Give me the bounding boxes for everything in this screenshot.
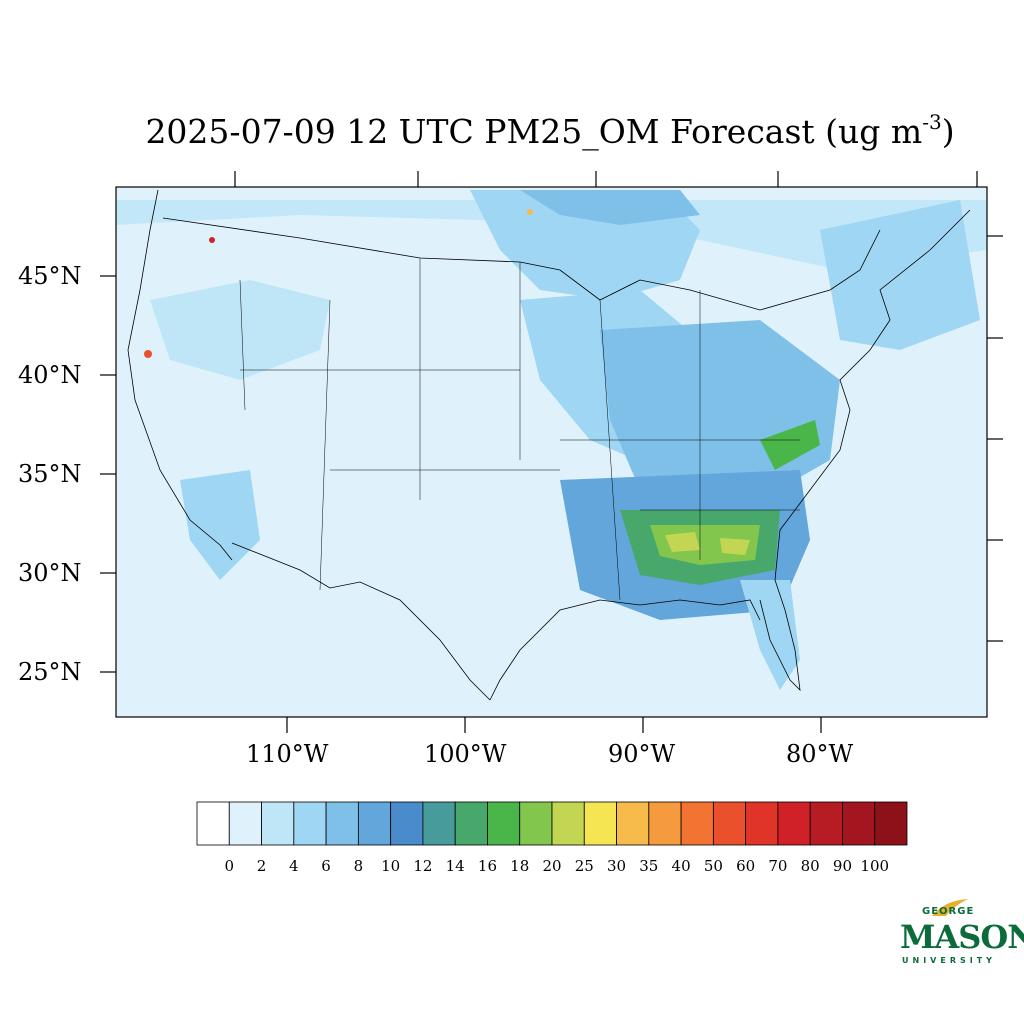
field-florida bbox=[740, 580, 800, 690]
gmu-logo: GEORGE MASON UNIVERSITY bbox=[896, 898, 1024, 970]
us-canada-border bbox=[162, 217, 881, 311]
legend-swatch bbox=[777, 801, 811, 846]
legend-swatch bbox=[519, 801, 553, 846]
legend-swatch bbox=[228, 801, 262, 846]
legend-tick-label: 16 bbox=[477, 857, 497, 875]
legend-tick-label: 80 bbox=[800, 857, 820, 875]
lon-label-90w: 90°W bbox=[608, 740, 676, 768]
logo-line-university: UNIVERSITY bbox=[902, 956, 996, 965]
axis-ticks bbox=[100, 171, 1003, 733]
field-southeast-max bbox=[665, 532, 750, 555]
legend-swatch bbox=[325, 801, 359, 846]
field-north bbox=[116, 200, 987, 270]
legend-swatch bbox=[261, 801, 295, 846]
legend-tick-label: 10 bbox=[381, 857, 401, 875]
field-appalachia bbox=[760, 420, 820, 470]
map-frame-border bbox=[115, 186, 988, 718]
map-title: 2025-07-09 12 UTC PM25_OM Forecast (ug m… bbox=[0, 112, 1024, 151]
legend-swatch bbox=[680, 801, 714, 846]
title-superscript: -3 bbox=[922, 110, 942, 134]
legend-tick-label: 40 bbox=[671, 857, 691, 875]
legend-tick-label: 70 bbox=[768, 857, 788, 875]
legend-tick-label: 20 bbox=[542, 857, 562, 875]
legend-tick-label: 25 bbox=[574, 857, 594, 875]
legend-swatch bbox=[712, 801, 747, 846]
title-suffix: ) bbox=[941, 112, 955, 151]
legend-tick-label: 35 bbox=[639, 857, 659, 875]
logo-line-george: GEORGE bbox=[922, 906, 975, 917]
logo-line-mason: MASON bbox=[900, 918, 1024, 956]
lat-label-45: 45°N bbox=[18, 262, 82, 290]
legend-tick-label: 90 bbox=[832, 857, 852, 875]
legend-swatch bbox=[648, 801, 682, 846]
concentration-field bbox=[116, 190, 987, 690]
fire-hotspot-oregon bbox=[144, 350, 152, 358]
legend-tick-label: 50 bbox=[703, 857, 723, 875]
field-southwest bbox=[180, 470, 260, 580]
legend-swatch bbox=[809, 801, 843, 846]
legend-swatch bbox=[422, 801, 456, 846]
fire-hotspot-idaho bbox=[209, 237, 215, 243]
legend-tick-label: 2 bbox=[256, 857, 267, 875]
legend-swatch bbox=[745, 801, 779, 846]
title-text: 2025-07-09 12 UTC PM25_OM Forecast (ug m bbox=[145, 112, 923, 151]
legend-tick-label: 60 bbox=[736, 857, 756, 875]
lat-label-35: 35°N bbox=[18, 460, 82, 488]
legend-swatch bbox=[487, 801, 521, 846]
lat-label-40: 40°N bbox=[18, 361, 82, 389]
us-mexico-border bbox=[231, 542, 491, 701]
field-west bbox=[150, 280, 330, 380]
color-legend bbox=[196, 801, 908, 846]
legend-swatch bbox=[616, 801, 650, 846]
legend-tick-label: 100 bbox=[860, 857, 890, 875]
legend-tick-label: 4 bbox=[289, 857, 299, 875]
lat-label-25: 25°N bbox=[18, 658, 82, 686]
legend-swatch bbox=[842, 801, 876, 846]
legend-swatch bbox=[583, 801, 617, 846]
coastline-east bbox=[774, 209, 971, 581]
legend-tick-label: 18 bbox=[510, 857, 530, 875]
logo-flame-icon bbox=[932, 899, 968, 916]
legend-tick-label: 0 bbox=[224, 857, 235, 875]
lon-label-100w: 100°W bbox=[424, 740, 507, 768]
legend-swatch bbox=[874, 801, 908, 846]
legend-tick-label: 30 bbox=[606, 857, 627, 875]
legend-tick-label: 12 bbox=[413, 857, 433, 875]
legend-swatch bbox=[357, 801, 392, 846]
legend-swatch bbox=[390, 801, 424, 846]
legend-swatch bbox=[551, 801, 585, 846]
fire-hotspot-canada bbox=[527, 209, 533, 215]
lat-label-30: 30°N bbox=[18, 559, 82, 587]
lon-label-110w: 110°W bbox=[246, 740, 329, 768]
coastline-gulf bbox=[489, 599, 761, 701]
coastline-florida bbox=[759, 579, 801, 692]
legend-swatch bbox=[196, 801, 230, 846]
state-lines bbox=[239, 258, 800, 601]
legend-tick-label: 6 bbox=[321, 857, 331, 875]
legend-tick-label: 8 bbox=[353, 857, 364, 875]
forecast-map bbox=[100, 171, 1003, 733]
field-northeast bbox=[820, 200, 980, 350]
lon-label-80w: 80°W bbox=[786, 740, 854, 768]
boundaries bbox=[127, 189, 971, 701]
legend-swatch bbox=[293, 801, 327, 846]
legend-swatch bbox=[454, 801, 488, 846]
legend-tick-label: 14 bbox=[445, 857, 465, 875]
field-canada-top bbox=[520, 190, 700, 225]
coastline-west bbox=[127, 189, 233, 561]
